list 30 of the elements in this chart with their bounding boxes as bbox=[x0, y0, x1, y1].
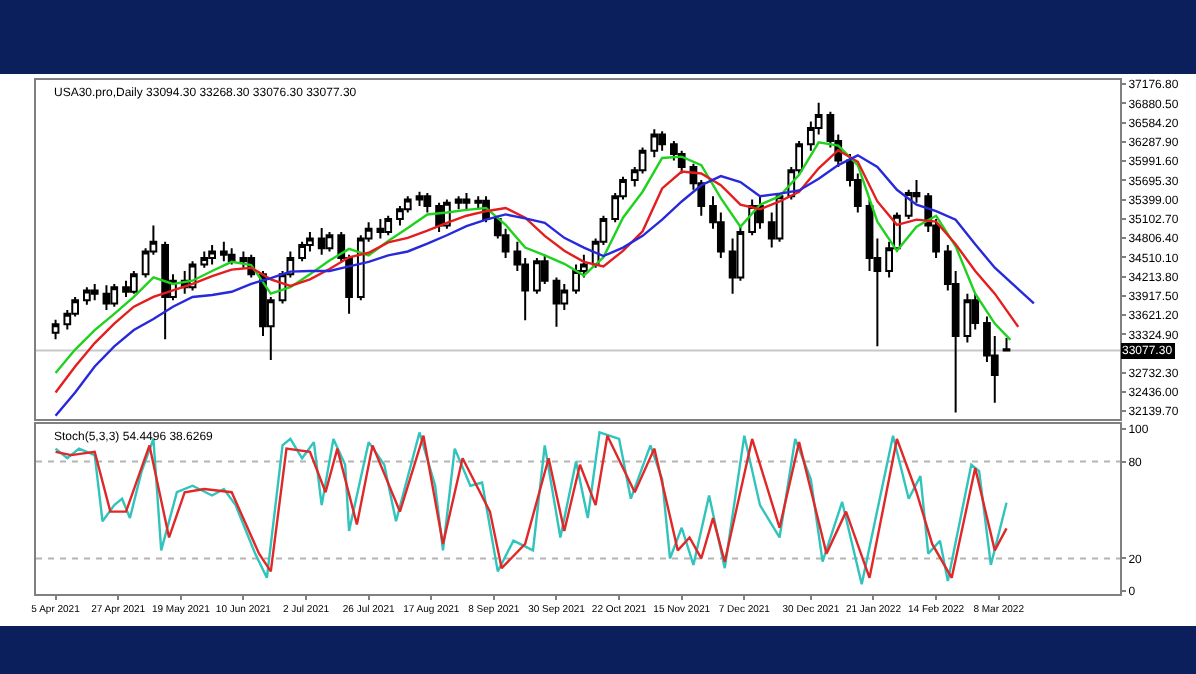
candlestick bbox=[963, 292, 972, 344]
candlestick bbox=[462, 192, 471, 211]
candlestick bbox=[533, 256, 541, 295]
candlestick bbox=[376, 218, 385, 240]
candlestick bbox=[51, 318, 60, 341]
candlestick bbox=[306, 230, 314, 253]
candlestick bbox=[161, 240, 170, 341]
candlestick bbox=[454, 195, 463, 211]
candlestick bbox=[423, 192, 432, 214]
candlestick bbox=[129, 269, 138, 295]
candlestick bbox=[219, 240, 228, 263]
candlestick bbox=[415, 190, 424, 207]
candlestick bbox=[239, 250, 248, 269]
candlestick bbox=[552, 276, 561, 328]
candlestick bbox=[658, 130, 667, 152]
candlestick bbox=[317, 227, 326, 256]
candlestick bbox=[102, 284, 111, 311]
candlestick bbox=[384, 214, 393, 237]
candlestick bbox=[208, 243, 216, 266]
candlestick bbox=[1002, 336, 1011, 352]
candlestick bbox=[325, 230, 334, 253]
candlestick bbox=[122, 279, 130, 298]
candlestick bbox=[110, 282, 119, 308]
candlestick bbox=[227, 247, 236, 266]
candlestick bbox=[298, 240, 306, 263]
candlestick bbox=[83, 286, 91, 306]
candlestick bbox=[572, 263, 580, 295]
candlestick bbox=[90, 282, 99, 302]
candlestick bbox=[650, 128, 659, 159]
candlestick bbox=[200, 250, 209, 269]
